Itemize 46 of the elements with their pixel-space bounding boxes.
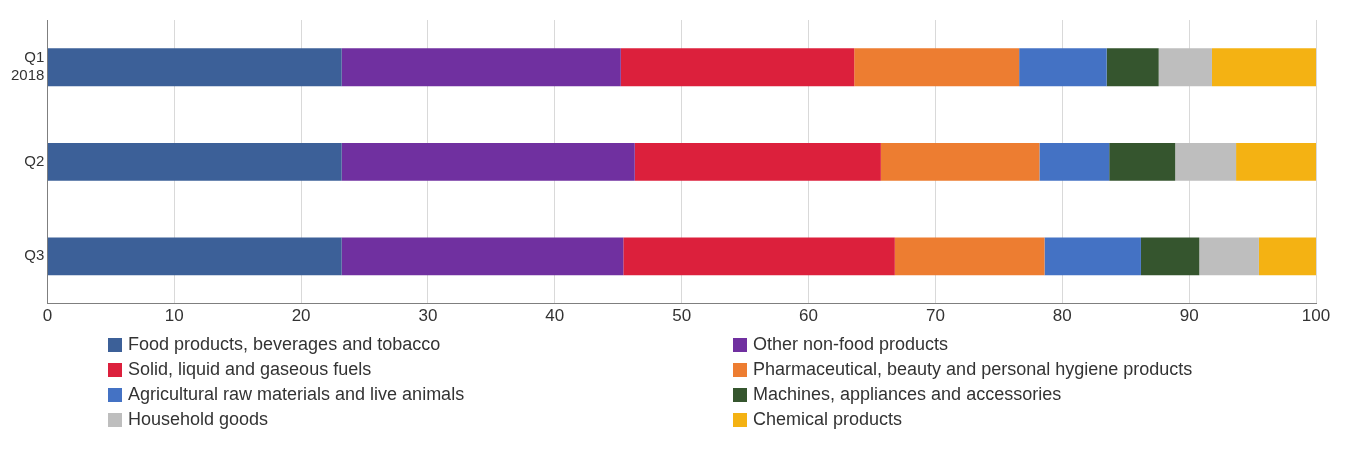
bar: [1109, 142, 1176, 181]
x-tick-label: 60: [799, 306, 819, 326]
bar: [1211, 48, 1316, 87]
bar: [47, 48, 342, 87]
y-tick-label: Q2: [24, 151, 45, 169]
bar: [341, 237, 624, 276]
x-tick-label: 0: [42, 306, 53, 326]
x-tick-label: 20: [291, 306, 311, 326]
bar: [1199, 237, 1259, 276]
legend-label: Household goods: [128, 409, 269, 430]
bar: [634, 142, 881, 181]
y-tick-label: Q3: [24, 246, 45, 264]
bar: [623, 237, 895, 276]
bar: [880, 142, 1040, 181]
legend-label: Food products, beverages and tobacco: [128, 334, 441, 355]
x-tick-label: 100: [1301, 306, 1331, 326]
x-tick-label: 30: [418, 306, 438, 326]
legend-label: Machines, appliances and accessories: [753, 384, 1062, 405]
legend-label: Pharmaceutical, beauty and personal hygiene products: [753, 359, 1193, 380]
bar: [341, 48, 621, 87]
legend-label: Other non-food products: [753, 334, 949, 355]
bar: [894, 237, 1045, 276]
legend-label: Solid, liquid and gaseous fuels: [128, 359, 372, 380]
bar: [1140, 237, 1200, 276]
x-tick-label: 90: [1179, 306, 1199, 326]
x-tick-label: 80: [1052, 306, 1072, 326]
bar: [341, 142, 635, 181]
x-tick-label: 50: [672, 306, 692, 326]
bar: [1258, 237, 1316, 276]
bar: [1236, 142, 1316, 181]
y-tick-label: Q1 2018: [10, 48, 45, 84]
bar: [1175, 142, 1237, 181]
x-tick-label: 10: [164, 306, 184, 326]
bar: [1019, 48, 1107, 87]
legend-label: Agricultural raw materials and live animals: [128, 384, 465, 405]
legend-label: Chemical products: [753, 409, 903, 430]
bar: [620, 48, 855, 87]
bar: [47, 237, 342, 276]
bar: [47, 142, 342, 181]
x-tick-label: 70: [925, 306, 945, 326]
x-tick-label: 40: [545, 306, 565, 326]
bar: [1158, 48, 1212, 87]
bar: [1106, 48, 1159, 87]
bar: [854, 48, 1020, 87]
bar: [1039, 142, 1110, 181]
bar: [1044, 237, 1141, 276]
